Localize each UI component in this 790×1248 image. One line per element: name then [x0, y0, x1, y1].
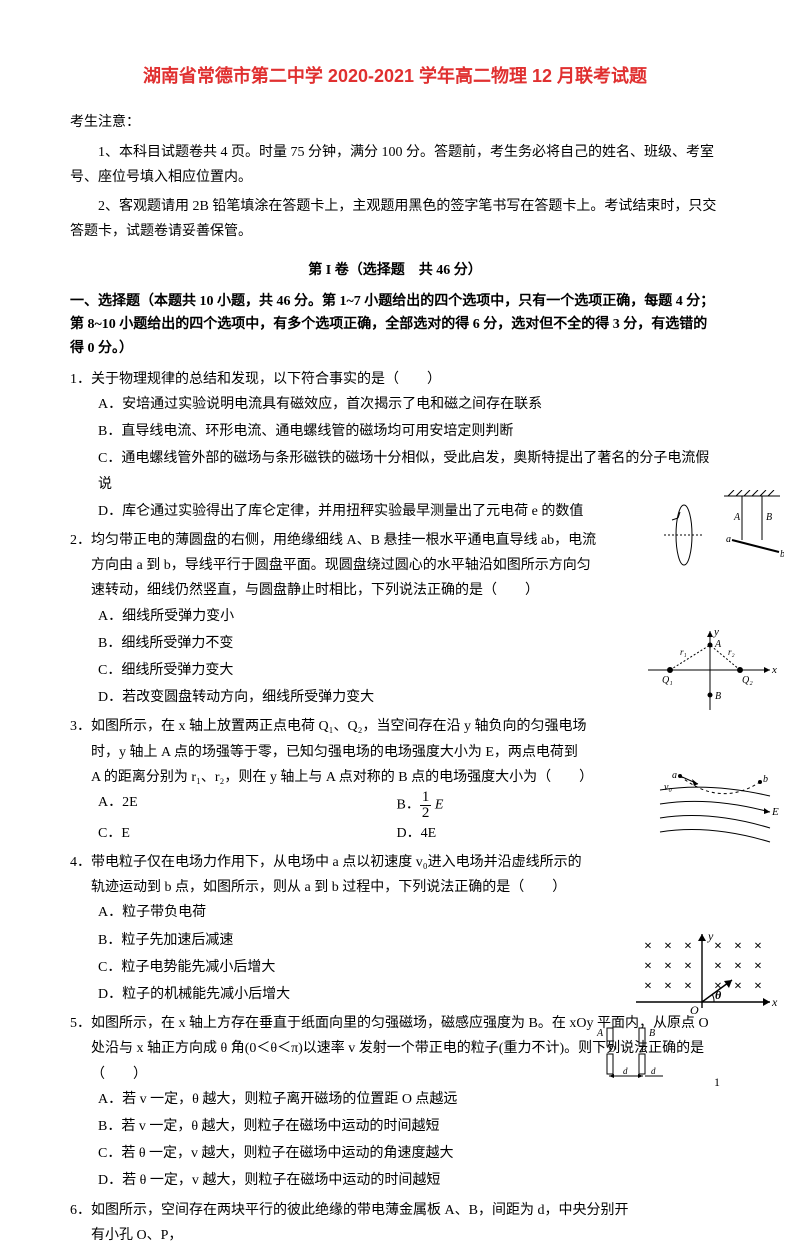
svg-text:a: a [726, 534, 731, 545]
q2-opt-d: D．若改变圆盘转动方向，细线所受弹力变大 [98, 685, 720, 710]
q2-opt-b: B．细线所受弹力不变 [98, 631, 720, 656]
q3-opt-c: C．E [98, 821, 397, 846]
q4-opt-c: C．粒子电势能先减小后增大 [98, 955, 720, 980]
svg-text:y: y [713, 626, 719, 638]
svg-text:B: B [715, 691, 721, 702]
q3-b-post: E [431, 798, 443, 813]
svg-text:y: y [707, 929, 714, 943]
svg-text:×: × [684, 939, 692, 954]
svg-text:Q₁: Q₁ [662, 675, 673, 686]
svg-text:O: O [609, 1044, 616, 1054]
q3-b-den: 2 [420, 806, 432, 821]
svg-text:v₀: v₀ [664, 782, 672, 793]
page-number: 1 [714, 1072, 720, 1094]
svg-text:P: P [640, 1044, 647, 1054]
svg-text:r₂: r₂ [728, 647, 735, 657]
svg-text:θ: θ [715, 988, 722, 1002]
q3-b-frac: 12 [420, 790, 432, 821]
q1-opt-d: D．库仑通过实验得出了库仑定律，并用扭秤实验最早测量出了元电荷 e 的数值 [98, 499, 720, 524]
svg-text:b: b [780, 549, 784, 560]
svg-text:×: × [644, 959, 652, 974]
svg-text:×: × [664, 939, 672, 954]
svg-text:×: × [734, 939, 742, 954]
q2-num: 2． [70, 528, 91, 604]
q4-stem: 带电粒子仅在电场力作用下，从电场中 a 点以初速度 v₀进入电场并沿虚线所示的轨… [91, 850, 720, 900]
svg-text:d: d [651, 1066, 656, 1076]
svg-text:×: × [734, 959, 742, 974]
q6-num: 6． [70, 1198, 91, 1248]
svg-text:×: × [714, 959, 722, 974]
svg-text:r₁: r₁ [680, 647, 687, 657]
q2-stem: 均匀带正电的薄圆盘的右侧，用绝缘细线 A、B 悬挂一根水平通电直导线 ab，电流… [91, 528, 720, 604]
q2-opt-a: A．细线所受弹力变小 [98, 604, 720, 629]
notice-heading: 考生注意： [70, 110, 720, 135]
svg-text:a: a [672, 770, 677, 781]
svg-text:A: A [596, 1028, 604, 1039]
q6-diagram: O P d d A B [589, 1024, 665, 1080]
notice-2: 2、客观题请用 2B 铅笔填涂在答题卡上，主观题用黑色的签字笔书写在答题卡上。考… [70, 194, 720, 244]
svg-text:B: B [649, 1028, 655, 1039]
question-2: 2． 均匀带正电的薄圆盘的右侧，用绝缘细线 A、B 悬挂一根水平通电直导线 ab… [70, 528, 720, 710]
q3-stem: 如图所示，在 x 轴上放置两正点电荷 Q₁、Q₂，当空间存在沿 y 轴负向的匀强… [91, 714, 720, 790]
q3-b-pre: B． [397, 798, 420, 813]
q3-num: 3． [70, 714, 91, 790]
svg-text:d: d [623, 1066, 628, 1076]
question-3: 3． 如图所示，在 x 轴上放置两正点电荷 Q₁、Q₂，当空间存在沿 y 轴负向… [70, 714, 720, 846]
svg-text:x: x [771, 664, 777, 676]
svg-text:×: × [754, 979, 762, 994]
question-6: 6． 如图所示，空间存在两块平行的彼此绝缘的带电薄金属板 A、B，间距为 d，中… [70, 1198, 720, 1248]
svg-text:A: A [714, 639, 722, 650]
q4-num: 4． [70, 850, 91, 900]
svg-text:×: × [644, 939, 652, 954]
q5-num: 5． [70, 1011, 91, 1087]
q4-diagram: E a b v₀ [650, 768, 780, 843]
q1-opt-a: A．安培通过实验说明电流具有磁效应，首次揭示了电和磁之间存在联系 [98, 392, 720, 417]
section-instruction: 一、选择题（本题共 10 小题，共 46 分。第 1~7 小题给出的四个选项中，… [70, 290, 720, 361]
q2-opt-c: C．细线所受弹力变大 [98, 658, 720, 683]
q1-opt-b: B．直导线电流、环形电流、通电螺线管的磁场均可用安培定则判断 [98, 419, 720, 444]
svg-text:×: × [754, 959, 762, 974]
svg-text:×: × [664, 959, 672, 974]
q4-opt-d: D．粒子的机械能先减小后增大 [98, 982, 720, 1007]
svg-text:×: × [684, 979, 692, 994]
svg-text:O: O [690, 1003, 699, 1017]
q1-num: 1． [70, 367, 91, 392]
q5-opt-a: A．若 v 一定，θ 越大，则粒子离开磁场的位置距 O 点越远 [98, 1087, 570, 1112]
svg-text:×: × [714, 939, 722, 954]
q5-opt-d: D．若 θ 一定，v 越大，则粒子在磁场中运动的时间越短 [98, 1168, 570, 1193]
svg-text:A: A [733, 512, 741, 523]
svg-text:×: × [754, 939, 762, 954]
question-4: 4． 带电粒子仅在电场力作用下，从电场中 a 点以初速度 v₀进入电场并沿虚线所… [70, 850, 720, 1007]
q5-diagram: x y O ×××××× ×××××× ×××××× θ [630, 928, 780, 1018]
notice-1: 1、本科目试题卷共 4 页。时量 75 分钟，满分 100 分。答题前，考生务必… [70, 140, 720, 190]
q2-diagram: A B a b [654, 490, 784, 580]
q4-opt-a: A．粒子带负电荷 [98, 900, 720, 925]
q3-b-num: 1 [420, 790, 432, 806]
svg-text:×: × [734, 979, 742, 994]
question-1: 1． 关于物理规律的总结和发现，以下符合事实的是（ ） A．安培通过实验说明电流… [70, 367, 720, 524]
svg-text:×: × [664, 979, 672, 994]
q1-stem: 关于物理规律的总结和发现，以下符合事实的是（ ） [91, 367, 720, 392]
exam-title: 湖南省常德市第二中学 2020-2021 学年高二物理 12 月联考试题 [70, 60, 720, 92]
svg-text:Q₂: Q₂ [742, 675, 753, 686]
q1-opt-c: C．通电螺线管外部的磁场与条形磁铁的磁场十分相似，受此启发，奥斯特提出了著名的分… [98, 446, 720, 496]
q6-stem: 如图所示，空间存在两块平行的彼此绝缘的带电薄金属板 A、B，间距为 d，中央分别… [91, 1198, 720, 1248]
svg-text:B: B [766, 512, 772, 523]
svg-text:×: × [644, 979, 652, 994]
svg-text:E: E [771, 806, 779, 818]
instruction-text: 一、选择题（本题共 10 小题，共 46 分。第 1~7 小题给出的四个选项中，… [70, 294, 714, 357]
q4-opt-b: B．粒子先加速后减速 [98, 928, 720, 953]
section-1-title: 第 I 卷（选择题 共 46 分） [70, 258, 720, 283]
svg-text:×: × [684, 959, 692, 974]
svg-text:x: x [771, 995, 778, 1009]
q3-diagram: x y Q₁ Q₂ A B r₁ r₂ [640, 625, 780, 715]
q3-opt-a: A．2E [98, 790, 397, 821]
q5-opt-c: C．若 θ 一定，v 越大，则粒子在磁场中运动的角速度越大 [98, 1141, 570, 1166]
svg-text:b: b [763, 774, 768, 785]
